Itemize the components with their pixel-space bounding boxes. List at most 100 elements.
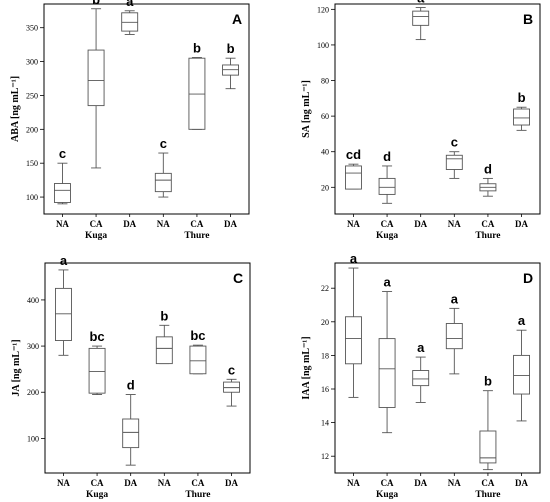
y-axis-label: SA [ng mL⁻¹] [301, 80, 312, 138]
iqr-box [378, 177, 396, 195]
iqr-box [88, 347, 106, 394]
group-label-thure: Thure [475, 231, 500, 241]
y-tick-label: 200 [27, 388, 39, 397]
significance-letter: a [383, 275, 391, 290]
significance-letter: d [127, 378, 135, 393]
group-label-thure: Thure [185, 490, 210, 500]
box-da-kuga: d [122, 378, 140, 466]
y-tick-label: 12 [321, 452, 329, 461]
significance-letter: b [193, 41, 201, 56]
significance-letter: d [383, 149, 391, 164]
x-tick-label: DA [123, 219, 136, 229]
panel-b: 20 40 60 80 100 120 SA [ng mL⁻¹] Bcd NA d CA a DA c NA… [301, 0, 541, 241]
x-tick-label: CA [481, 478, 494, 488]
x-tick-label: NA [158, 478, 171, 488]
significance-letter: b [92, 0, 100, 7]
group-label-thure: Thure [184, 231, 209, 241]
x-tick-label: CA [191, 478, 204, 488]
box-da-kuga: a [121, 0, 139, 35]
box-ca-thure: bc [189, 328, 207, 375]
box-ca-thure: b [188, 41, 206, 130]
x-tick-label: DA [124, 478, 137, 488]
y-tick-label: 100 [26, 193, 38, 202]
box-da-thure: b [513, 90, 530, 131]
iqr-box [55, 287, 72, 341]
y-tick-label: 40 [321, 148, 329, 157]
significance-letter: a [417, 340, 425, 355]
x-tick-label: CA [190, 219, 203, 229]
y-tick-label: 150 [26, 159, 38, 168]
significance-letter: a [60, 253, 68, 268]
iqr-box [513, 354, 530, 395]
panel-frame [334, 3, 541, 215]
significance-letter: c [228, 362, 235, 377]
box-da-kuga: a [412, 0, 430, 41]
group-label-kuga: Kuga [376, 490, 398, 500]
x-tick-label: NA [56, 219, 69, 229]
panel-frame [43, 3, 250, 215]
panel-label: A [232, 11, 242, 27]
y-tick-label: 22 [321, 284, 329, 293]
iqr-box [155, 336, 173, 365]
box-ca-kuga: a [378, 275, 396, 434]
iqr-box [54, 183, 71, 203]
y-tick-label: 14 [321, 419, 329, 428]
significance-letter: c [451, 135, 458, 150]
panel-c: 100 200 300 400 JA [ng mL⁻¹] Ca NA bc CA d DA b NA bc… [11, 253, 251, 500]
x-tick-label: DA [515, 219, 528, 229]
box-na-thure: c [445, 135, 463, 179]
box-na-kuga: c [54, 146, 71, 205]
y-tick-label: 80 [321, 77, 329, 86]
y-tick-label: 120 [317, 5, 329, 14]
panel-label: B [523, 11, 533, 27]
iqr-box [412, 370, 430, 387]
x-tick-label: DA [414, 219, 427, 229]
box-na-thure: a [445, 291, 463, 375]
x-tick-label: NA [347, 219, 360, 229]
y-tick-label: 60 [321, 112, 329, 121]
x-tick-label: NA [157, 219, 170, 229]
significance-letter: a [518, 313, 526, 328]
iqr-box [189, 345, 207, 375]
iqr-box [445, 323, 463, 350]
box-da-thure: a [513, 313, 530, 422]
box-na-kuga: cd [345, 147, 362, 190]
box-ca-kuga: bc [88, 329, 106, 395]
y-tick-label: 18 [321, 351, 329, 360]
group-label-kuga: Kuga [85, 231, 107, 241]
x-tick-label: NA [57, 478, 70, 488]
y-axis-label: IAA [ng mL⁻¹] [301, 336, 312, 399]
box-da-thure: b [222, 41, 240, 90]
iqr-box [345, 165, 362, 190]
box-ca-kuga: b [87, 0, 105, 169]
y-tick-label: 300 [26, 58, 38, 67]
significance-letter: bc [190, 328, 205, 343]
significance-letter: cd [346, 147, 361, 162]
x-tick-label: NA [448, 478, 461, 488]
significance-letter: a [350, 251, 358, 266]
iqr-box [87, 49, 105, 107]
iqr-box [122, 418, 140, 449]
iqr-box [479, 430, 497, 464]
y-axis-label: ABA [ng mL⁻¹] [10, 76, 21, 142]
iqr-box [412, 10, 430, 26]
iqr-box [154, 172, 172, 193]
panel-d: 12 14 16 18 20 22 IAA [ng mL⁻¹] Da NA a CA a DA a NA b C… [301, 251, 541, 500]
iqr-box [378, 338, 396, 408]
x-tick-label: CA [381, 478, 394, 488]
y-tick-label: 100 [317, 41, 329, 50]
group-label-thure: Thure [475, 490, 500, 500]
box-ca-thure: d [479, 161, 497, 197]
x-tick-label: NA [448, 219, 461, 229]
y-axis-label: JA [ng mL⁻¹] [11, 339, 22, 396]
y-tick-label: 400 [27, 296, 39, 305]
x-tick-label: DA [515, 478, 528, 488]
significance-letter: bc [89, 329, 104, 344]
y-tick-label: 100 [27, 434, 39, 443]
y-tick-label: 20 [321, 318, 329, 327]
x-tick-label: CA [481, 219, 494, 229]
significance-letter: b [518, 90, 526, 105]
box-na-kuga: a [55, 253, 72, 356]
group-label-kuga: Kuga [376, 231, 398, 241]
